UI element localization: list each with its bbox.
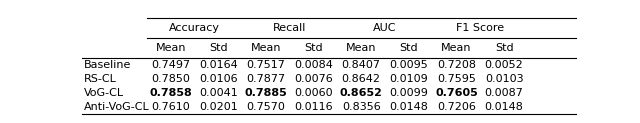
Text: 0.0084: 0.0084 [294,60,333,70]
Text: Accuracy: Accuracy [169,23,220,33]
Text: 0.7610: 0.7610 [152,102,190,112]
Text: F1 Score: F1 Score [456,23,504,33]
Text: Anti-VoG-CL: Anti-VoG-CL [83,102,149,112]
Text: Std: Std [399,43,418,53]
Text: 0.8356: 0.8356 [342,102,381,112]
Text: 0.7605: 0.7605 [435,88,478,98]
Text: 0.7497: 0.7497 [151,60,190,70]
Text: Mean: Mean [251,43,281,53]
Text: 0.7595: 0.7595 [437,74,476,84]
Text: 0.0164: 0.0164 [199,60,237,70]
Text: Std: Std [495,43,513,53]
Text: RS-CL: RS-CL [83,74,116,84]
Text: 0.0076: 0.0076 [294,74,333,84]
Text: AUC: AUC [373,23,397,33]
Text: 0.0087: 0.0087 [484,88,524,98]
Text: 0.0060: 0.0060 [294,88,333,98]
Text: 0.0148: 0.0148 [484,102,524,112]
Text: 0.0109: 0.0109 [390,74,428,84]
Text: Mean: Mean [441,43,472,53]
Text: 0.0052: 0.0052 [484,60,524,70]
Text: 0.0041: 0.0041 [199,88,237,98]
Text: 0.0099: 0.0099 [389,88,428,98]
Text: VoG-CL: VoG-CL [83,88,124,98]
Text: 0.0116: 0.0116 [294,102,333,112]
Text: 0.0148: 0.0148 [389,102,428,112]
Text: 0.0201: 0.0201 [199,102,237,112]
Text: 0.0103: 0.0103 [484,74,524,84]
Text: Mean: Mean [156,43,186,53]
Text: 0.8652: 0.8652 [340,88,383,98]
Text: 0.7885: 0.7885 [244,88,287,98]
Text: Std: Std [304,43,323,53]
Text: Recall: Recall [273,23,307,33]
Text: Mean: Mean [346,43,376,53]
Text: 0.7517: 0.7517 [246,60,285,70]
Text: 0.7570: 0.7570 [246,102,285,112]
Text: 0.8407: 0.8407 [342,60,381,70]
Text: 0.7858: 0.7858 [149,88,192,98]
Text: 0.0095: 0.0095 [390,60,428,70]
Text: Std: Std [209,43,228,53]
Text: 0.7208: 0.7208 [437,60,476,70]
Text: Baseline: Baseline [83,60,131,70]
Text: 0.8642: 0.8642 [342,74,381,84]
Text: 0.7206: 0.7206 [437,102,476,112]
Text: 0.7850: 0.7850 [151,74,190,84]
Text: 0.0106: 0.0106 [199,74,237,84]
Text: 0.7877: 0.7877 [246,74,285,84]
